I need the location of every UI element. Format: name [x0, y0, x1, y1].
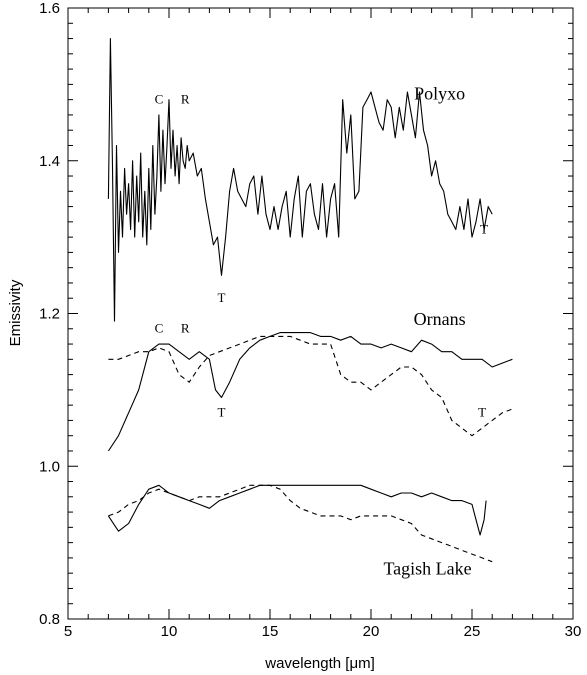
y-tick-label: 0.8	[39, 611, 60, 628]
feature-marker: T	[480, 221, 488, 236]
feature-marker: C	[155, 91, 164, 106]
y-axis-label: Emissivity	[7, 279, 24, 346]
series-line-4	[107, 484, 487, 536]
feature-marker: T	[218, 290, 226, 305]
axis-ticks: 5 10 15 20 25 30 0.8 1.0 1.2 1.4 1.6	[39, 0, 581, 640]
series-lines	[107, 38, 513, 563]
feature-marker: C	[155, 321, 164, 336]
series-line-5	[108, 484, 493, 563]
x-tick-label: 30	[565, 623, 582, 640]
feature-marker: T	[478, 405, 486, 420]
text-labels: Polyxo Ornans Tagish Lake C R T T C R T T	[155, 84, 489, 579]
x-tick-label: 10	[161, 623, 178, 640]
x-axis-label: wavelength [μm]	[264, 655, 375, 672]
feature-marker: R	[181, 91, 190, 106]
x-tick-label: 20	[363, 623, 380, 640]
x-tick-label: 5	[64, 623, 72, 640]
x-tick-label: 25	[464, 623, 481, 640]
series-line-2	[107, 332, 513, 452]
series-label: Polyxo	[414, 84, 465, 104]
plot-frame	[67, 7, 574, 620]
series-line-1	[107, 38, 493, 322]
feature-marker: T	[218, 405, 226, 420]
feature-marker: R	[181, 321, 190, 336]
x-tick-label: 15	[262, 623, 279, 640]
y-tick-label: 1.0	[39, 458, 60, 475]
series-label: Ornans	[414, 309, 466, 329]
y-tick-label: 1.2	[39, 306, 60, 323]
y-tick-label: 1.6	[39, 0, 60, 17]
series-label: Tagish Lake	[383, 559, 471, 579]
y-tick-label: 1.4	[39, 153, 60, 170]
